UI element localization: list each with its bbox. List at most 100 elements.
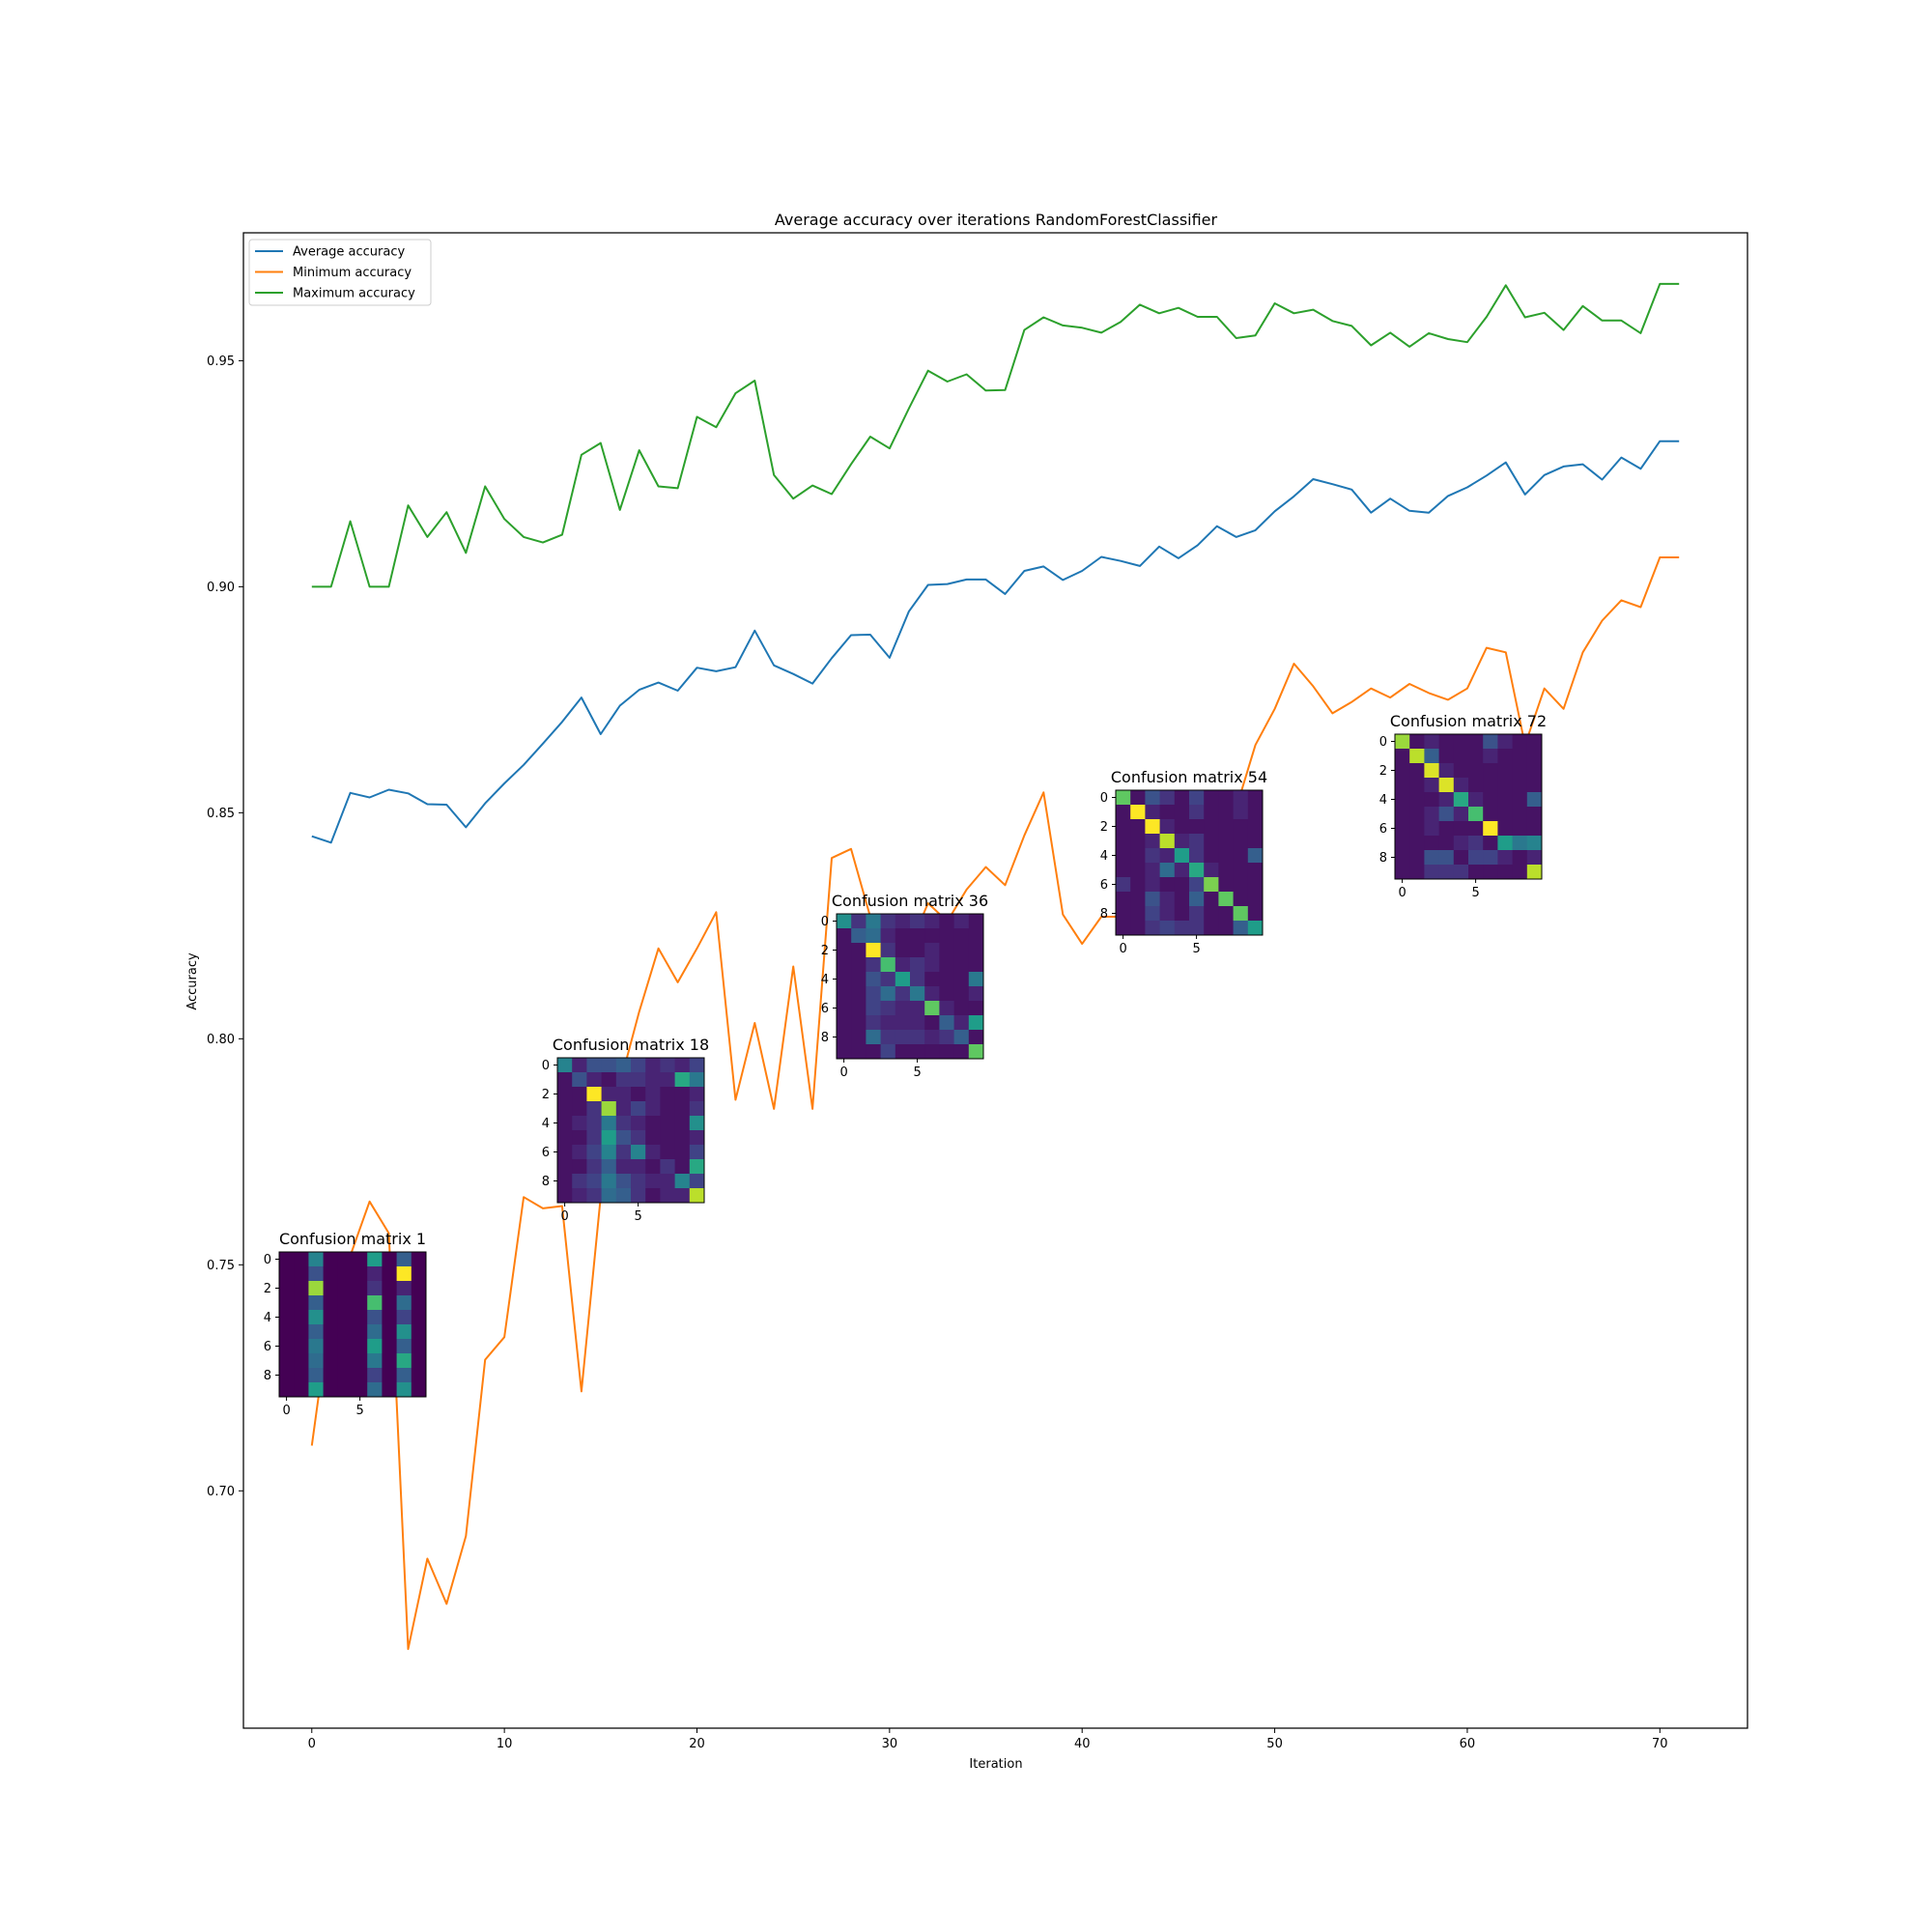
confusion-matrix-cell (323, 1310, 339, 1325)
confusion-matrix-cell (968, 914, 984, 929)
confusion-matrix-cell (586, 1130, 602, 1146)
confusion-matrix-cell (895, 986, 911, 1002)
confusion-matrix-cell (1145, 863, 1160, 878)
confusion-matrix-cell (411, 1324, 427, 1340)
confusion-matrix-cell (939, 943, 954, 958)
confusion-matrix-cell (1395, 807, 1410, 822)
confusion-matrix-cell (294, 1252, 309, 1267)
confusion-matrix-cell (689, 1116, 705, 1131)
confusion-matrix-cell (674, 1072, 691, 1088)
confusion-matrix-cell (601, 1174, 617, 1189)
confusion-matrix-cell (953, 1015, 970, 1031)
confusion-matrix-cell (1218, 921, 1234, 936)
confusion-matrix-cell (382, 1368, 397, 1383)
confusion-matrix-cell (1233, 892, 1249, 907)
confusion-matrix-cell (939, 1030, 954, 1045)
confusion-matrix-cell (1204, 848, 1219, 864)
confusion-matrix-cell (866, 1044, 881, 1060)
confusion-matrix-cell (660, 1174, 675, 1189)
confusion-matrix-cell (1204, 921, 1219, 936)
confusion-matrix-cell (1526, 749, 1543, 764)
confusion-matrix-cell (924, 1030, 940, 1045)
confusion-matrix-cell (674, 1087, 691, 1102)
confusion-matrix-cell (1116, 863, 1131, 878)
confusion-matrix-cell (1130, 790, 1146, 806)
confusion-matrix-cell (1116, 906, 1131, 922)
confusion-matrix-cell (279, 1382, 295, 1398)
confusion-matrix-cell (880, 928, 896, 944)
confusion-matrix-cell (1247, 921, 1264, 936)
confusion-matrix-cell (1116, 834, 1131, 849)
confusion-matrix-cell (1159, 921, 1176, 936)
confusion-matrix-cell (1453, 807, 1469, 822)
confusion-matrix-cell (1116, 805, 1131, 820)
confusion-matrix-cell (1453, 792, 1469, 808)
confusion-matrix-cell (1218, 834, 1234, 849)
confusion-matrix-cell (1424, 763, 1439, 779)
confusion-matrix-cell (924, 957, 940, 973)
confusion-matrix-cell (1497, 778, 1513, 793)
confusion-matrix-cell (1512, 749, 1528, 764)
confusion-matrix-cell (586, 1087, 602, 1102)
confusion-matrix-cell (851, 914, 867, 929)
confusion-matrix-x-tick-label: 0 (1398, 886, 1406, 900)
confusion-matrix-cell (1497, 821, 1513, 837)
confusion-matrix-cell (837, 1015, 852, 1031)
confusion-matrix-cell (1159, 805, 1176, 820)
confusion-matrix-cell (1526, 807, 1543, 822)
confusion-matrix-cell (1512, 865, 1528, 880)
y-tick-label: 0.75 (207, 1259, 235, 1273)
confusion-matrix-cell (1204, 892, 1219, 907)
confusion-matrix-cell (353, 1353, 368, 1369)
confusion-matrix-cell (1174, 863, 1190, 878)
confusion-matrix-cell (382, 1310, 397, 1325)
confusion-matrix-cell (1483, 836, 1498, 851)
confusion-matrix-cell (601, 1116, 617, 1131)
confusion-matrix-cell (1233, 819, 1249, 835)
confusion-matrix-cell (1204, 863, 1219, 878)
x-tick-label: 70 (1652, 1737, 1668, 1751)
confusion-matrix-cell (601, 1058, 617, 1073)
confusion-matrix-cell (1174, 790, 1190, 806)
confusion-matrix-cell (586, 1174, 602, 1189)
legend: Average accuracy Minimum accuracy Maximum … (248, 239, 432, 306)
confusion-matrix-cell (924, 986, 940, 1002)
confusion-matrix-cell (382, 1339, 397, 1354)
confusion-matrix-cell (294, 1339, 309, 1354)
confusion-matrix-cell (1409, 734, 1425, 750)
confusion-matrix-cell (880, 972, 896, 987)
confusion-matrix-cell (294, 1368, 309, 1383)
confusion-matrix-cell (1395, 836, 1410, 851)
confusion-matrix-cell (837, 1001, 852, 1016)
confusion-matrix-cell (851, 943, 867, 958)
confusion-matrix-cell (1247, 863, 1264, 878)
confusion-matrix-cell (689, 1145, 705, 1160)
confusion-matrix-cell (1130, 877, 1146, 893)
confusion-matrix-cell (586, 1058, 602, 1073)
confusion-matrix-cell (294, 1295, 309, 1311)
confusion-matrix-cell (279, 1281, 295, 1296)
confusion-matrix-cell (353, 1324, 368, 1340)
y-axis-label: Accuracy (185, 952, 200, 1010)
confusion-matrix-cell (1130, 921, 1146, 936)
confusion-matrix-cell (689, 1188, 705, 1204)
confusion-matrix-cell (910, 928, 925, 944)
confusion-matrix-cell (323, 1252, 339, 1267)
confusion-matrix-cell (851, 1015, 867, 1031)
confusion-matrix-cell (1145, 848, 1160, 864)
confusion-matrix-cell (968, 1044, 984, 1060)
confusion-matrix-cell (1159, 834, 1176, 849)
confusion-matrix-cell (308, 1339, 324, 1354)
confusion-matrix-cell (866, 957, 881, 973)
y-tick-label: 0.90 (207, 581, 235, 595)
confusion-matrix-cell (1409, 749, 1425, 764)
confusion-matrix-x-tick-label: 5 (634, 1209, 641, 1224)
confusion-matrix-cell (601, 1159, 617, 1175)
confusion-matrix-cell (1483, 734, 1498, 750)
confusion-matrix-cell (1468, 865, 1484, 880)
confusion-matrix-cell (557, 1159, 573, 1175)
confusion-matrix-cell (1438, 821, 1455, 837)
confusion-matrix-y-tick-label: 0 (264, 1253, 271, 1267)
